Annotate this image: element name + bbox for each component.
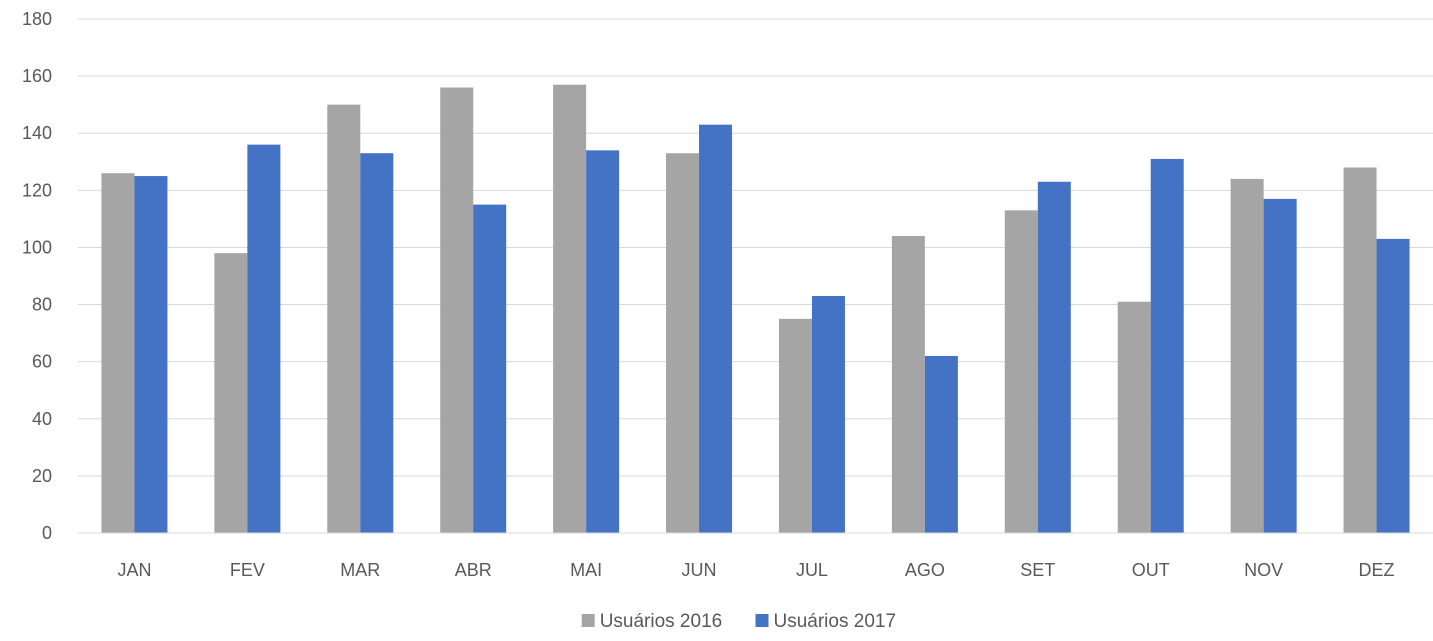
bar-out-series-1 [1117,301,1151,533]
legend-label-2: Usuários 2017 [774,611,897,632]
x-axis-categories: JAN FEV MAR ABR MAI JUN JUL AGO SET OUT NOV DEZ [117,560,1394,580]
bar-mai-series-1 [553,84,587,533]
y-tick-label: 20 [32,466,52,486]
bar-set-series-2 [1037,181,1071,533]
x-category-label: SET [1020,560,1055,580]
x-category-label: MAI [570,560,602,580]
y-tick-label: 60 [32,352,52,372]
x-category-label: JAN [117,560,151,580]
bars [78,84,1433,534]
bar-fev-series-2 [247,144,281,533]
bar-jan-series-1 [101,173,135,533]
y-tick-label: 120 [22,180,52,200]
x-category-label: JUL [796,560,828,580]
x-category-label: FEV [230,560,265,580]
x-category-label: AGO [905,560,945,580]
bar-jul-series-2 [811,295,845,533]
legend-swatch-1 [581,614,595,627]
y-axis-ticks: 0 20 40 60 80 100 120 140 160 180 [22,9,52,543]
bar-jun-series-1 [666,153,700,533]
legend: Usuários 2016 Usuários 2017 [581,611,897,632]
x-category-label: ABR [455,560,492,580]
bar-nov-series-1 [1230,178,1264,533]
y-tick-label: 100 [22,237,52,257]
bar-out-series-2 [1150,158,1184,533]
bar-ago-series-1 [891,236,925,533]
bar-mai-series-2 [586,150,620,533]
bar-jan-series-2 [134,176,168,534]
y-tick-label: 180 [22,9,52,29]
bar-abr-series-1 [440,87,474,534]
x-category-label: JUN [682,560,717,580]
bar-mar-series-1 [327,104,361,534]
bar-mar-series-2 [360,153,394,533]
bar-set-series-1 [1004,210,1038,534]
gridlines [78,18,1433,534]
y-tick-label: 80 [32,295,52,315]
y-tick-label: 40 [32,409,52,429]
y-tick-label: 140 [22,123,52,143]
bar-dez-series-2 [1376,238,1410,533]
x-category-label: OUT [1132,560,1170,580]
legend-swatch-2 [755,614,769,627]
x-category-label: DEZ [1359,560,1395,580]
bar-abr-series-2 [473,204,507,533]
bar-nov-series-2 [1263,198,1297,533]
y-tick-label: 0 [42,523,52,543]
bar-dez-series-1 [1343,167,1377,533]
bar-fev-series-1 [214,253,248,533]
legend-label-1: Usuários 2016 [600,611,723,632]
x-category-label: NOV [1244,560,1283,580]
x-category-label: MAR [340,560,380,580]
y-tick-label: 160 [22,66,52,86]
bar-jul-series-1 [778,318,812,533]
bar-ago-series-2 [924,355,958,533]
bar-jun-series-2 [699,124,733,534]
